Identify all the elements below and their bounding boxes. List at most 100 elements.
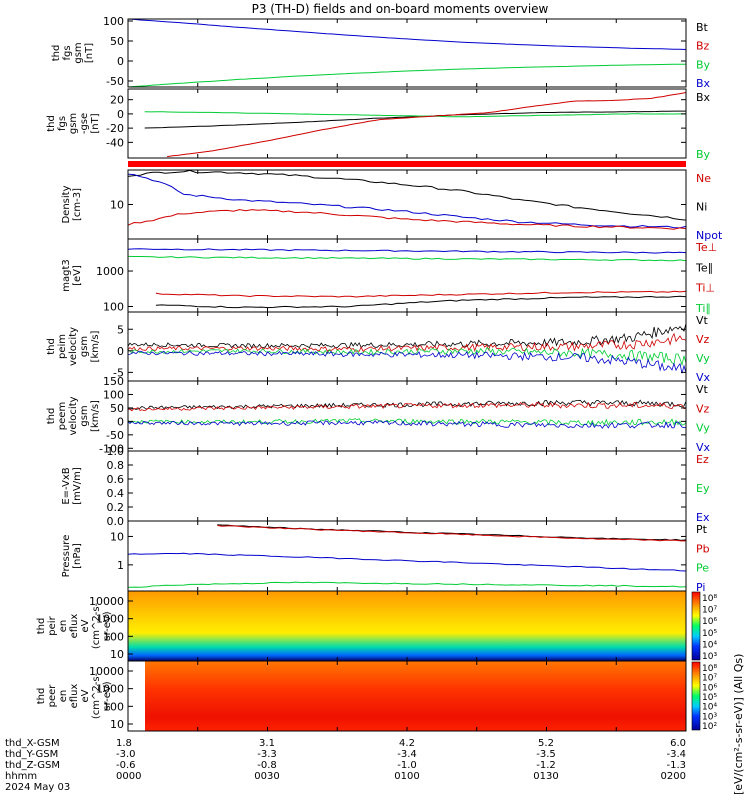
y-axis-label-peir_spec: sr-eV): [102, 611, 113, 640]
y-axis-label-efield: E=-VxB: [61, 467, 72, 504]
y-tick-label-peir_spec: 10: [110, 648, 124, 661]
y-axis-label-peer_spec: eflux: [69, 684, 80, 709]
series-line-peim_velocity-1: [127, 332, 687, 353]
time-axis: thd_X-GSM 1.8 3.1 4.2 5.2 6.0 thd_Y-GSM -3.0 -3.…: [5, 738, 686, 793]
y-axis-label-peim_velocity: thd: [46, 338, 57, 355]
y-tick-label-peem_velocity: 150: [103, 375, 124, 388]
time-axis-value: -3.4: [397, 749, 417, 760]
legend-entry-temperature: Te∥: [695, 261, 713, 274]
y-axis-label-peem_velocity: thd: [46, 408, 57, 425]
legend-entry-peem_velocity: Vz: [696, 402, 710, 415]
time-axis-row-label: hhmm: [5, 771, 37, 782]
colorbar-tick-peir_spec: 10⁴: [702, 640, 717, 650]
series-line-pressure-2: [127, 552, 687, 572]
y-axis-label-fgs_gsm: [nT]: [84, 43, 95, 63]
legend-entry-fgs_gsm: Bx: [696, 77, 711, 90]
time-axis-value: 5.2: [538, 738, 554, 749]
plot-area-fgs_gsm: [127, 18, 687, 88]
y-axis-label-peer_spec: en: [58, 690, 69, 703]
series-line-density-0: [127, 169, 687, 221]
y-axis-label-peer_spec: peer: [47, 684, 58, 708]
y-tick-label-peem_velocity: 100: [103, 388, 124, 401]
y-tick-label-fgs_gse: -20: [106, 122, 124, 135]
y-tick-label-pressure: 1: [117, 559, 124, 572]
legend-entry-efield: Ex: [696, 511, 710, 524]
legend-entry-pressure: Pe: [696, 562, 709, 575]
panel-efield: 1.00.80.60.40.20.0 E=-VxB [mV/m] Ez Ey Ex: [61, 445, 710, 528]
time-axis-date: 2024 May 03: [5, 782, 70, 793]
panel-temperature: 1000 100 magt3 [eV] Te⊥ Te∥ Ti⊥ Ti∥: [61, 238, 717, 315]
y-tick-label-efield: 0.0: [107, 515, 125, 528]
legend-entry-fgs_gsm: By: [696, 58, 711, 71]
y-axis-label-peir_spec: eV: [80, 619, 91, 632]
time-axis-value: -1.3: [666, 760, 686, 771]
y-axis-label-fgs_gse: -gse: [79, 113, 90, 134]
legend-entry-fgs_gsm: Bz: [696, 40, 710, 53]
y-axis-label-fgs_gsm: thd: [51, 45, 62, 62]
time-axis-value: -0.8: [257, 760, 277, 771]
y-tick-label-peer_spec: 10000: [89, 665, 124, 678]
panel-peim_velocity: 5 0 -5 thd peim velocity gsm [km/s] Vt Vz Vy Vx: [46, 311, 711, 384]
colorbar-tick-peer_spec: 10⁶: [702, 683, 717, 693]
y-axis-label-peem_velocity: [km/s]: [90, 400, 101, 432]
time-axis-row-label: thd_X-GSM: [5, 738, 60, 749]
colorbar-tick-peir_spec: 10⁶: [702, 617, 717, 627]
y-tick-label-efield: 0.6: [107, 473, 125, 486]
colorbar-tick-peer_spec: 10⁴: [702, 703, 717, 713]
time-axis-value: -3.3: [257, 749, 277, 760]
spectrogram-peir_spec: [128, 591, 686, 661]
y-axis-label-temperature: [eV]: [72, 265, 83, 286]
time-axis-value: 0200: [661, 771, 686, 782]
y-axis-label-peir_spec: en: [58, 620, 69, 633]
time-axis-value: -1.0: [397, 760, 417, 771]
legend-entry-peim_velocity: Vz: [696, 333, 710, 346]
y-tick-label-peem_velocity: 0: [117, 415, 124, 428]
panel-pressure: 10 1 Pressure [nPa] Pt Pb Pe Pi: [61, 520, 710, 594]
series-line-temperature-0: [127, 248, 687, 254]
legend-entry-pressure: Pt: [696, 523, 708, 536]
y-axis-label-temperature: magt3: [61, 259, 72, 292]
series-line-peem_velocity-3: [127, 420, 687, 429]
time-axis-value: -3.0: [116, 749, 136, 760]
y-axis-label-fgs_gse: fgs: [57, 116, 68, 131]
plot-title: P3 (TH-D) fields and on-board moments ov…: [252, 2, 549, 16]
colorbar-peer_spec: [691, 661, 701, 731]
y-axis-label-pressure: [nPa]: [72, 543, 83, 569]
y-tick-label-peer_spec: 1000: [96, 683, 124, 696]
y-axis-label-fgs_gsm: gsm: [73, 42, 84, 63]
y-axis-label-density: [cm-3]: [72, 188, 83, 221]
y-axis-label-fgs_gsm: fgs: [62, 45, 73, 60]
legend-entry-peim_velocity: Vy: [696, 352, 710, 365]
series-line-fgs_gsm-1: [127, 63, 686, 88]
y-tick-label-peir_spec: 100: [103, 630, 124, 643]
legend-entry-peim_velocity: Vt: [696, 314, 709, 327]
y-tick-label-peem_velocity: -100: [99, 442, 124, 455]
time-axis-value: -3.4: [666, 749, 686, 760]
legend-entry-density: Ne: [696, 172, 711, 185]
y-axis-label-peim_velocity: peim: [57, 334, 68, 359]
colorbar-tick-peir_spec: 10⁵: [702, 629, 717, 639]
y-tick-label-density: 10: [110, 199, 124, 212]
legend-entry-temperature: Te⊥: [695, 241, 717, 254]
colorbar-tick-peir_spec: 10⁸: [702, 594, 717, 604]
time-axis-value: 0030: [254, 771, 279, 782]
panel-state_band: [128, 161, 686, 167]
y-axis-label-peim_velocity: [km/s]: [90, 330, 101, 362]
y-tick-label-fgs_gse: 0: [117, 108, 124, 121]
y-axis-label-fgs_gse: [nT]: [90, 113, 101, 133]
y-tick-label-efield: 0.4: [107, 487, 125, 500]
y-tick-label-efield: 0.8: [107, 459, 125, 472]
series-line-peim_velocity-3: [127, 350, 687, 374]
state-band: [128, 161, 686, 167]
time-axis-value: -0.6: [116, 760, 136, 771]
y-tick-label-fgs_gsm: 50: [110, 35, 124, 48]
y-tick-label-temperature: 1000: [96, 265, 124, 278]
legend-entry-peem_velocity: Vy: [696, 422, 710, 435]
legend-entry-temperature: Ti∥: [695, 302, 711, 315]
y-tick-label-efield: 1.0: [107, 445, 125, 458]
y-tick-label-efield: 0.2: [107, 501, 125, 514]
colorbar-tick-peer_spec: 10⁷: [702, 674, 717, 684]
